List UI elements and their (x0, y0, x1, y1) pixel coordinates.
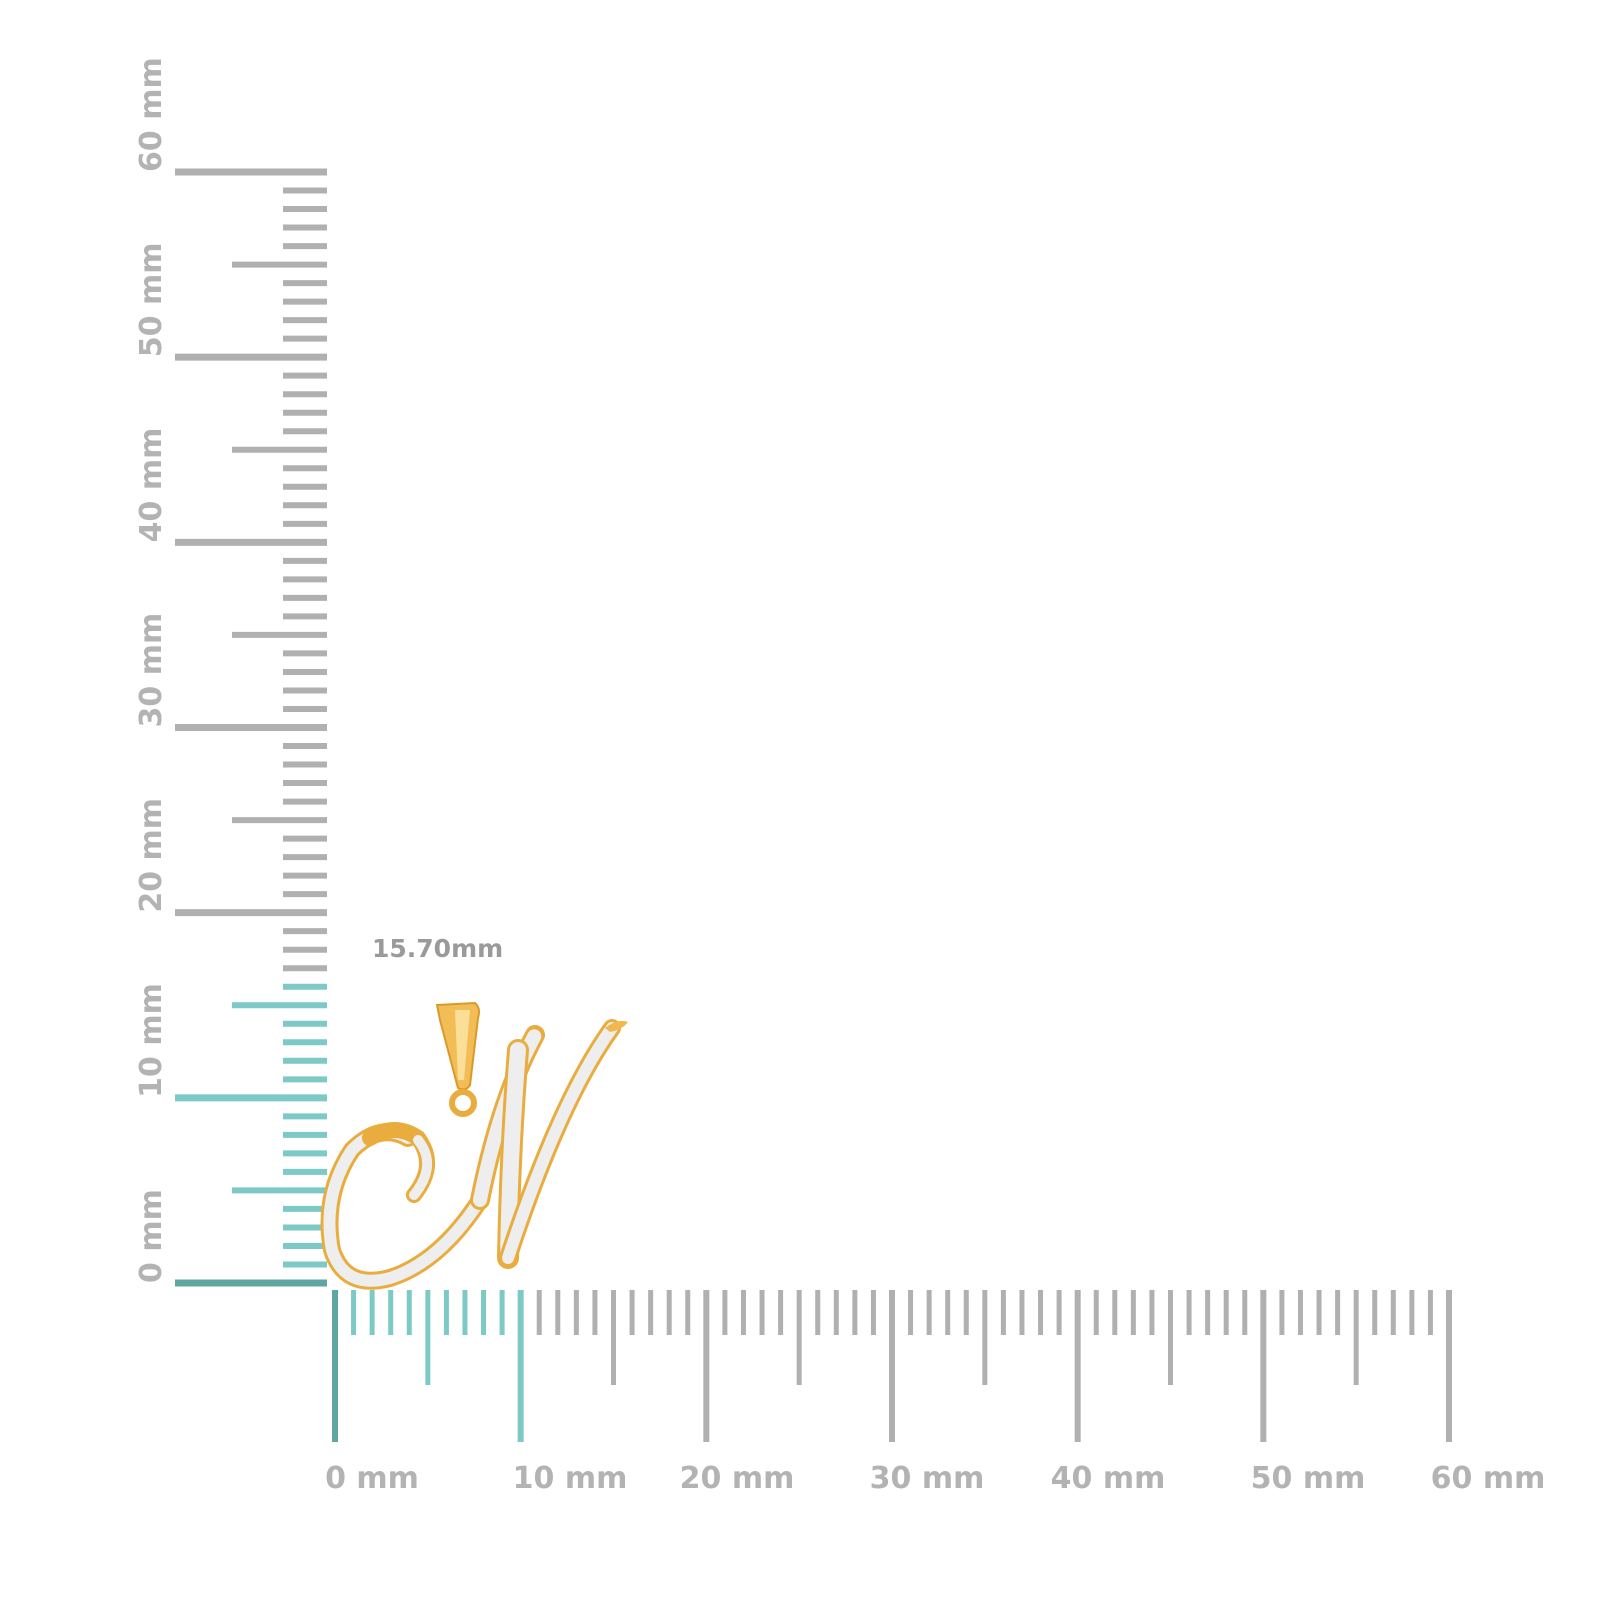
horizontal-label: 40 mm (1051, 1461, 1166, 1496)
horizontal-ruler (332, 1290, 1452, 1442)
horizontal-label: 30 mm (870, 1461, 985, 1496)
vertical-label: 20 mm (134, 798, 169, 913)
horizontal-label: 50 mm (1251, 1461, 1366, 1496)
horizontal-label: 0 mm (325, 1461, 419, 1496)
vertical-ruler-labels: 0 mm 10 mm 20 mm 30 mm 40 mm 50 mm 60 mm (134, 57, 169, 1283)
horizontal-label: 10 mm (513, 1461, 628, 1496)
vertical-label: 0 mm (134, 1189, 169, 1283)
vertical-label: 60 mm (134, 57, 169, 172)
vertical-ruler (175, 168, 327, 1287)
vertical-label: 10 mm (134, 983, 169, 1098)
width-measurement-label: 15.70mm (372, 934, 504, 963)
vertical-label: 40 mm (134, 428, 169, 543)
horizontal-ruler-labels: 0 mm 10 mm 20 mm 30 mm 40 mm 50 mm 60 mm (325, 1461, 1545, 1496)
vertical-label: 30 mm (134, 613, 169, 728)
pendant-image (320, 1001, 628, 1290)
horizontal-label: 20 mm (680, 1461, 795, 1496)
horizontal-label: 60 mm (1431, 1461, 1546, 1496)
vertical-label: 50 mm (134, 242, 169, 357)
